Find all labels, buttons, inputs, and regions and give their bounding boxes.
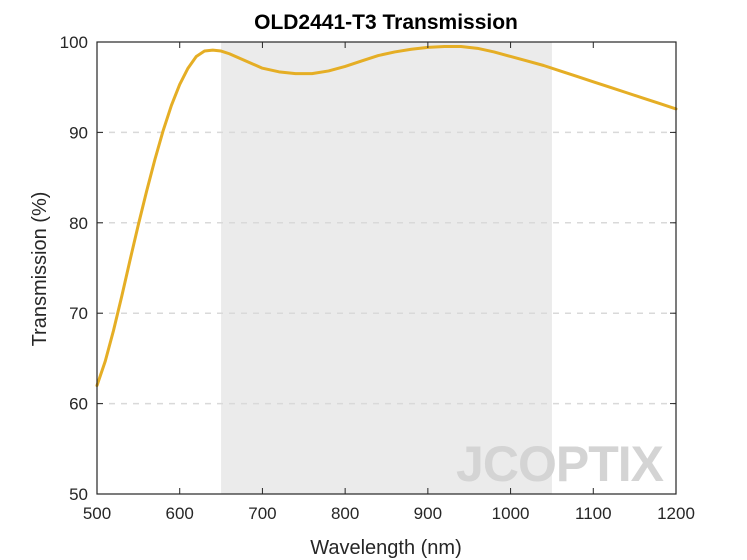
watermark-text: JCOPTIX <box>456 436 664 492</box>
x-tick-label-3: 800 <box>331 504 359 523</box>
series-line <box>95 45 678 388</box>
x-tick-label-4: 900 <box>414 504 442 523</box>
chart-title: OLD2441-T3 Transmission <box>254 11 518 34</box>
y-tick-label-0: 50 <box>69 485 88 504</box>
x-tick-label-2: 700 <box>248 504 276 523</box>
y-tick-label-2: 70 <box>69 304 88 323</box>
x-tick-label-7: 1200 <box>657 504 695 523</box>
y-axis-ticks: 50 60 70 80 90 100 <box>60 33 676 504</box>
x-tick-label-5: 1000 <box>492 504 530 523</box>
shaded-band <box>221 42 552 494</box>
watermark-logo: JCOPTIX <box>456 436 665 492</box>
x-axis-label: Wavelength (nm) <box>310 537 462 559</box>
x-tick-label-0: 500 <box>83 504 111 523</box>
x-axis-ticks: 500 600 700 800 900 1000 1100 1200 <box>83 42 695 523</box>
y-tick-label-5: 100 <box>60 33 88 52</box>
y-tick-label-4: 90 <box>69 123 88 142</box>
grid-lines <box>97 131 676 405</box>
x-tick-label-6: 1100 <box>575 504 612 523</box>
axes-box <box>96 41 677 495</box>
x-tick-label-1: 600 <box>166 504 194 523</box>
y-axis-label: Transmission (%) <box>29 192 51 347</box>
y-tick-label-1: 60 <box>69 395 88 414</box>
y-tick-label-3: 80 <box>69 214 88 233</box>
